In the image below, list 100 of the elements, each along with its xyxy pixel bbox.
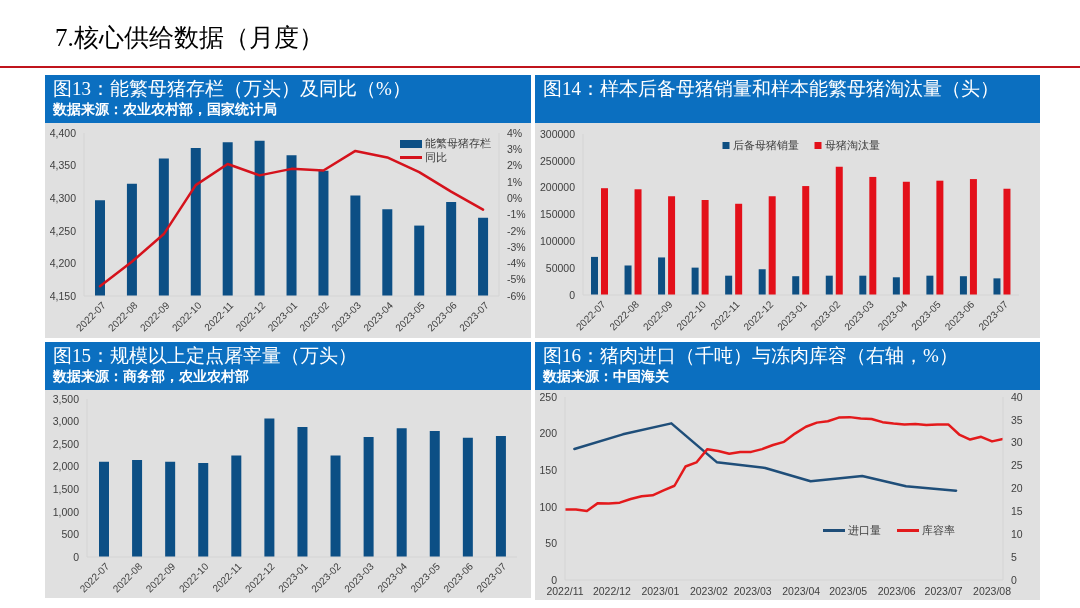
bar bbox=[825, 275, 833, 295]
y2-tick-label: -1% bbox=[507, 208, 526, 221]
bar bbox=[926, 275, 934, 295]
y-tick-label: 250000 bbox=[539, 154, 576, 167]
bar bbox=[231, 455, 242, 557]
bar bbox=[936, 180, 944, 295]
bar bbox=[993, 278, 1001, 295]
legend-label: 库容率 bbox=[922, 524, 955, 537]
y-tick-label: 3,500 bbox=[52, 392, 80, 405]
y-tick-label: 2,000 bbox=[52, 460, 80, 473]
legend-label: 母猪淘汰量 bbox=[824, 139, 880, 152]
bar bbox=[132, 459, 143, 557]
bar bbox=[658, 257, 666, 295]
x-tick-label: 2023/03 bbox=[733, 585, 772, 598]
legend-label: 能繁母猪存栏 bbox=[425, 137, 491, 150]
y2-tick-label: 10 bbox=[1011, 527, 1023, 540]
legend-label: 进口量 bbox=[848, 524, 881, 537]
y-tick-label: 200000 bbox=[539, 181, 576, 194]
bar bbox=[768, 196, 776, 295]
bar bbox=[701, 200, 709, 295]
x-tick-label: 2023/01 bbox=[641, 585, 680, 598]
chart-subtitle: 数据来源：农业农村部，国家统计局 bbox=[53, 102, 277, 117]
chart-title: 图16：猪肉进口（千吨）与冻肉库容（右轴，%） bbox=[543, 345, 958, 366]
y-tick-label: 200 bbox=[539, 427, 558, 440]
x-tick-label: 2022/11 bbox=[546, 585, 584, 598]
bar bbox=[495, 436, 506, 557]
y-tick-label: 250 bbox=[539, 390, 558, 403]
chart-title: 图14：样本后备母猪销量和样本能繁母猪淘汰量（头） bbox=[543, 78, 999, 99]
y2-tick-label: 3% bbox=[507, 143, 523, 156]
line-series bbox=[565, 415, 1003, 513]
chart-title: 图13：能繁母猪存栏（万头）及同比（%） bbox=[53, 78, 411, 99]
y-tick-label: 4,300 bbox=[49, 191, 77, 204]
y2-tick-label: 15 bbox=[1011, 505, 1023, 518]
y-tick-label: 300000 bbox=[539, 127, 576, 140]
bar bbox=[691, 267, 699, 295]
y2-tick-label: 1% bbox=[507, 175, 523, 188]
y2-tick-label: 5 bbox=[1011, 550, 1017, 563]
bar bbox=[959, 276, 967, 295]
y2-tick-label: -3% bbox=[507, 240, 526, 253]
y-tick-label: 50 bbox=[545, 537, 558, 550]
bar bbox=[835, 166, 843, 295]
bar bbox=[969, 179, 977, 295]
y-tick-label: 4,400 bbox=[49, 126, 77, 139]
bar bbox=[462, 437, 473, 557]
bar bbox=[601, 188, 608, 295]
y2-tick-label: 2% bbox=[507, 159, 523, 172]
bar bbox=[735, 203, 743, 295]
bar bbox=[198, 463, 209, 557]
bar bbox=[591, 256, 598, 295]
bar bbox=[869, 176, 877, 295]
x-tick-label: 2022/12 bbox=[592, 585, 632, 598]
bar bbox=[429, 431, 440, 557]
y-tick-label: 500 bbox=[61, 528, 80, 541]
y2-tick-label: -5% bbox=[507, 273, 526, 286]
bar bbox=[792, 276, 800, 295]
line-series bbox=[98, 149, 485, 288]
chart-subtitle: 数据来源：中国海关 bbox=[543, 369, 669, 384]
y-tick-label: 150 bbox=[539, 463, 558, 476]
y-tick-label: 4,200 bbox=[49, 257, 77, 270]
bar bbox=[264, 418, 275, 557]
bar bbox=[396, 428, 407, 557]
y2-tick-label: 30 bbox=[1011, 436, 1023, 449]
bar bbox=[892, 277, 900, 295]
bar bbox=[634, 189, 642, 295]
bar bbox=[802, 186, 810, 295]
bar bbox=[99, 461, 109, 557]
y-tick-label: 2,500 bbox=[52, 437, 80, 450]
legend-label: 后备母猪销量 bbox=[732, 139, 799, 152]
bar bbox=[668, 196, 676, 295]
y2-tick-label: -2% bbox=[507, 224, 526, 237]
y-tick-label: 3,000 bbox=[52, 415, 80, 428]
y-tick-label: 1,000 bbox=[52, 505, 80, 518]
y2-tick-label: 35 bbox=[1011, 413, 1023, 426]
chart-subtitle: 数据来源：商务部，农业农村部 bbox=[53, 369, 249, 384]
line-series bbox=[573, 422, 958, 492]
x-tick-label: 2023/08 bbox=[973, 585, 1012, 598]
y-tick-label: 100 bbox=[539, 500, 558, 513]
x-tick-label: 2023/07 bbox=[924, 585, 963, 598]
x-tick-label: 2023/04 bbox=[782, 585, 821, 598]
y2-tick-label: -6% bbox=[507, 289, 526, 302]
y-tick-label: 4,250 bbox=[49, 224, 77, 237]
bar bbox=[363, 436, 374, 557]
bar bbox=[859, 275, 867, 295]
chart-title: 图15：规模以上定点屠宰量（万头） bbox=[53, 345, 357, 366]
y-tick-label: 0 bbox=[569, 288, 576, 301]
y-tick-label: 0 bbox=[73, 550, 80, 563]
bar bbox=[165, 461, 176, 557]
bar bbox=[1003, 188, 1011, 295]
bar bbox=[902, 181, 910, 295]
x-tick-label: 2023/06 bbox=[877, 585, 916, 598]
bar bbox=[758, 269, 766, 295]
x-tick-label: 2023/02 bbox=[689, 585, 729, 598]
y2-tick-label: 0 bbox=[1011, 573, 1017, 586]
y-tick-label: 150000 bbox=[539, 208, 576, 221]
y2-tick-label: 0% bbox=[507, 191, 523, 204]
y-tick-label: 4,350 bbox=[49, 159, 77, 172]
bar bbox=[624, 265, 632, 295]
bar bbox=[297, 426, 308, 557]
y-tick-label: 0 bbox=[551, 573, 558, 586]
y2-tick-label: 40 bbox=[1011, 390, 1023, 403]
